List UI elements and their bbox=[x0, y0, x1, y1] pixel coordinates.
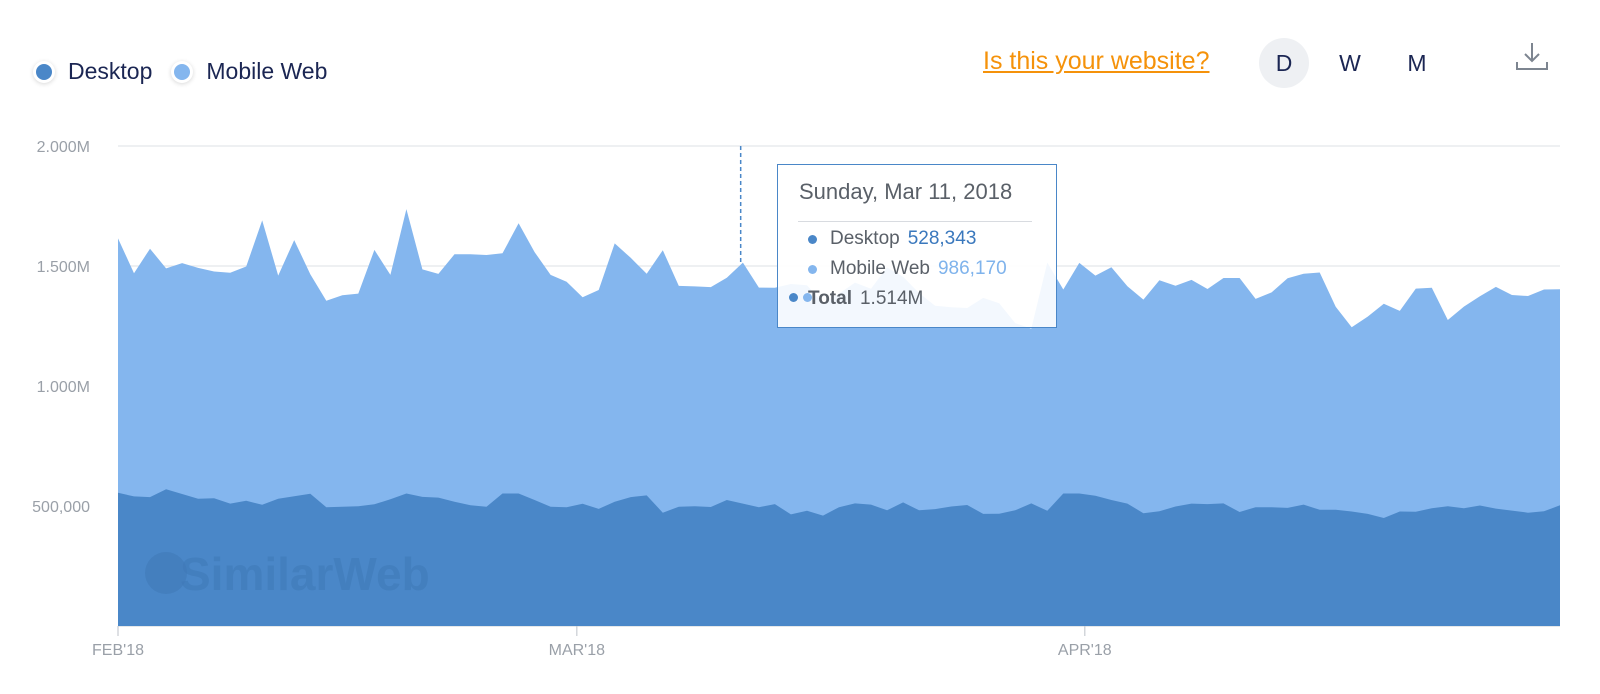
y-tick-label: 2.000M bbox=[37, 139, 90, 156]
tooltip-desktop-dot bbox=[808, 234, 817, 244]
legend-item-desktop[interactable]: Desktop bbox=[36, 58, 152, 85]
area-series bbox=[118, 209, 1560, 626]
tooltip-row-total: Total 1.514M bbox=[789, 288, 924, 310]
tooltip-mobile-web-label: Mobile Web bbox=[830, 258, 930, 279]
download-icon[interactable] bbox=[1514, 40, 1550, 74]
y-axis-ticks: 2.000M 1.500M 1.000M 500,000 bbox=[32, 139, 90, 516]
legend-item-mobile-web[interactable]: Mobile Web bbox=[174, 58, 327, 85]
y-tick-label: 1.500M bbox=[37, 259, 90, 276]
tooltip-mobile-web-value: 986,170 bbox=[937, 258, 1007, 279]
tooltip-row-desktop: Desktop 528,343 bbox=[808, 228, 976, 250]
legend-desktop-dot bbox=[36, 63, 52, 80]
similarweb-watermark: SimilarWeb bbox=[180, 548, 430, 600]
period-button-day[interactable]: D bbox=[1259, 38, 1309, 88]
legend-mobile-web-dot bbox=[174, 63, 191, 80]
x-tick-label: FEB'18 bbox=[92, 642, 144, 659]
tooltip-desktop-value: 528,343 bbox=[907, 228, 977, 249]
x-tick-label: APR'18 bbox=[1058, 642, 1112, 659]
x-axis-ticks: FEB'18 MAR'18 APR'18 bbox=[92, 626, 1112, 659]
tooltip-total-value: 1.514M bbox=[859, 288, 924, 309]
legend-desktop-label: Desktop bbox=[68, 58, 153, 84]
y-tick-label: 500,000 bbox=[32, 499, 90, 516]
legend: Desktop Mobile Web bbox=[36, 58, 349, 85]
tooltip: Sunday, Mar 11, 2018 Desktop 528,343 Mob… bbox=[777, 164, 1057, 328]
tooltip-total-label: Total bbox=[808, 288, 852, 309]
x-tick-label: MAR'18 bbox=[549, 642, 606, 659]
desktop-area bbox=[118, 489, 1560, 626]
tooltip-divider bbox=[798, 221, 1032, 222]
period-button-month[interactable]: M bbox=[1407, 49, 1427, 76]
tooltip-desktop-label: Desktop bbox=[830, 228, 900, 249]
is-this-your-website-link[interactable]: Is this your website? bbox=[983, 47, 1210, 75]
tooltip-date: Sunday, Mar 11, 2018 bbox=[799, 179, 1013, 204]
tooltip-mobile-web-dot bbox=[808, 264, 817, 274]
period-button-week[interactable]: W bbox=[1339, 49, 1361, 76]
tooltip-total-dots bbox=[789, 293, 817, 302]
similarweb-logo-icon bbox=[145, 552, 187, 594]
y-tick-label: 1.000M bbox=[37, 379, 90, 396]
legend-mobile-web-label: Mobile Web bbox=[206, 58, 328, 84]
tooltip-row-mobile-web: Mobile Web 986,170 bbox=[808, 258, 1007, 280]
